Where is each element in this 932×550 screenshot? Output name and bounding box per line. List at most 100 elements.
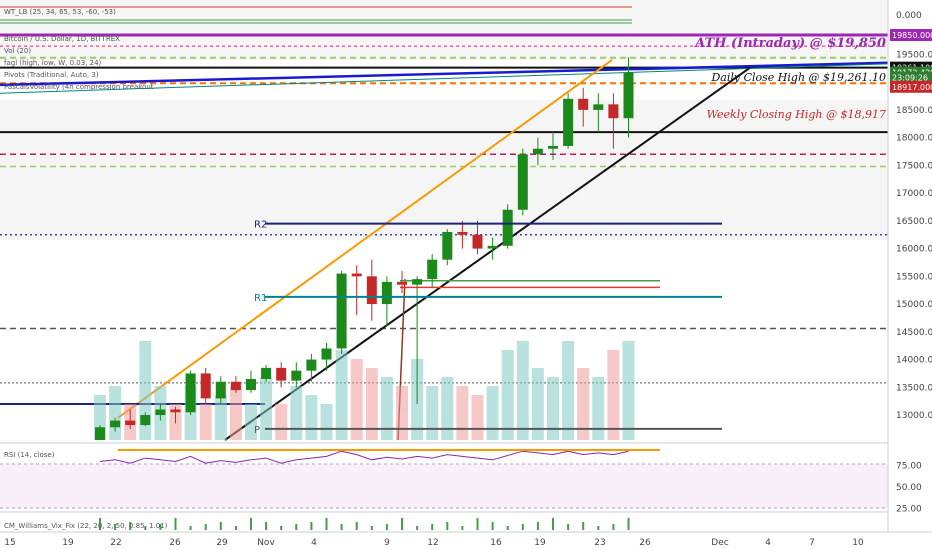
price-tag-0: 19850.000	[892, 31, 932, 40]
time-label-1: 19	[62, 538, 74, 548]
indicator-legend-0: Vol (20)	[4, 47, 31, 55]
time-axis[interactable]: 15 19 22 26 29 Nov 4 9 12 16 19 23 26 Dec 4 7 10	[4, 538, 864, 548]
ath-annotation: ATH (Intraday) @ $19,850	[693, 36, 886, 51]
vix-bar-17	[355, 522, 358, 530]
volume-bar-20	[396, 386, 408, 440]
volume-bar-15	[320, 404, 333, 440]
vix-bar-8	[219, 522, 222, 530]
vix-bar-31	[567, 524, 570, 530]
pivot-levels: R2 R1 P	[254, 220, 722, 436]
volume-bar-12	[275, 404, 288, 440]
candle-body-16	[336, 273, 347, 349]
vix-legend: CM_Williams_Vix_Fix (22, 20, 2, 50, 0.85…	[4, 522, 168, 530]
candle-body-28	[517, 154, 528, 210]
volume-bar-17	[350, 359, 363, 440]
volume-bar-7	[199, 404, 212, 440]
candle-body-15	[321, 348, 332, 360]
price-tag-4: 18917.000	[892, 83, 932, 92]
vix-bar-22	[431, 524, 434, 530]
candle-body-1	[110, 420, 121, 428]
time-label-14: 4	[765, 538, 771, 548]
vix-bar-2	[129, 522, 132, 530]
price-tick-11: 14000.000	[896, 356, 932, 366]
vix-bar-19	[385, 524, 388, 530]
vix-bar-35	[627, 518, 630, 530]
candle-body-24	[457, 231, 468, 235]
vix-bar-21	[416, 526, 419, 530]
volume-bar-11	[260, 377, 273, 440]
candle-body-5	[170, 409, 181, 413]
time-label-15: 7	[809, 538, 815, 548]
rsi-band	[0, 464, 888, 508]
vix-bar-5	[174, 518, 177, 530]
price-tick-7: 16000.000	[896, 245, 932, 255]
indicator-legend-2: Pivots (Traditional, Auto, 3)	[4, 71, 99, 79]
candle-body-4	[155, 409, 166, 416]
candle-body-29	[532, 148, 543, 155]
vix-bar-10	[250, 518, 252, 530]
vix-bar-26	[491, 522, 494, 530]
volume-bar-10	[245, 404, 257, 440]
price-tick-0: 19500.000	[896, 50, 932, 60]
price-tick-10: 14500.000	[896, 328, 932, 338]
time-label-2: 22	[110, 538, 121, 548]
price-tick-2: 18500.000	[896, 106, 932, 116]
vix-bar-27	[506, 526, 509, 530]
time-label-4: 29	[216, 538, 228, 548]
candle-body-2	[125, 420, 136, 426]
volume-bar-14	[305, 395, 318, 440]
price-tag-3: 23:09:26	[892, 74, 928, 83]
indicator-legend-1: fagl (high, low, W, 0.03, 24)	[4, 59, 102, 67]
pivot-label-1: R1	[254, 293, 267, 304]
candle-body-26	[487, 245, 498, 249]
symbol-legend: Bitcoin / U.S. Dollar, 1D, BITTREX	[4, 35, 120, 43]
black-trendline	[224, 66, 751, 441]
rsi-tick-0: 75.00	[896, 462, 922, 472]
vix-bar-4	[159, 524, 162, 530]
price-tag-bg-3	[890, 71, 932, 84]
vix-bar-13	[295, 524, 298, 530]
daily-close-annotation: Daily Close High @ $19,261.10	[710, 71, 886, 84]
candle-body-9	[230, 381, 241, 391]
candle-body-14	[306, 359, 317, 371]
volume-bar-35	[622, 341, 635, 440]
price-tag-bg-4	[890, 80, 932, 93]
vix-bar-24	[461, 526, 464, 530]
vix-bar-11	[265, 522, 268, 530]
vix-bar-14	[310, 522, 313, 530]
vix-bar-16	[340, 524, 343, 530]
time-label-5: Nov	[257, 538, 275, 548]
vix-bar-28	[521, 524, 524, 530]
vix-bar-20	[401, 518, 403, 530]
wt-axis-value: 0.000	[896, 11, 922, 21]
wt-legend: WT_LB (25, 34, 65, 53, -60, -53)	[4, 8, 116, 16]
volume-bar-9	[229, 386, 242, 440]
volume-bar-28	[516, 341, 529, 440]
weekly-close-annotation: Weekly Closing High @ $18,917	[707, 108, 886, 121]
vix-bar-29	[536, 522, 539, 530]
rsi-line	[99, 450, 629, 464]
candle-body-6	[185, 373, 196, 413]
volume-bar-8	[214, 395, 227, 440]
volume-bar-16	[335, 350, 348, 440]
vix-bar-18	[370, 526, 373, 530]
rsi-tick-2: 25.00	[896, 505, 922, 515]
volume-bar-26	[486, 386, 499, 440]
candle-body-21	[412, 279, 423, 285]
price-tick-5: 17000.000	[896, 189, 932, 199]
rsi-legend: RSI (14, close)	[4, 451, 55, 459]
volume-bar-23	[441, 377, 454, 440]
vix-bar-7	[204, 524, 207, 530]
vix-bar-34	[612, 524, 615, 530]
vix-bars	[99, 518, 630, 530]
volume-bar-34	[607, 350, 620, 440]
vix-bar-1	[114, 524, 117, 530]
vix-bar-12	[280, 526, 283, 530]
vix-bar-33	[597, 526, 600, 530]
vix-bar-15	[325, 518, 328, 530]
candle-body-34	[608, 104, 619, 119]
rsi-ticks: 75.00 50.00 25.00	[896, 462, 922, 515]
candle-body-11	[261, 367, 272, 379]
candle-body-3	[140, 415, 151, 426]
